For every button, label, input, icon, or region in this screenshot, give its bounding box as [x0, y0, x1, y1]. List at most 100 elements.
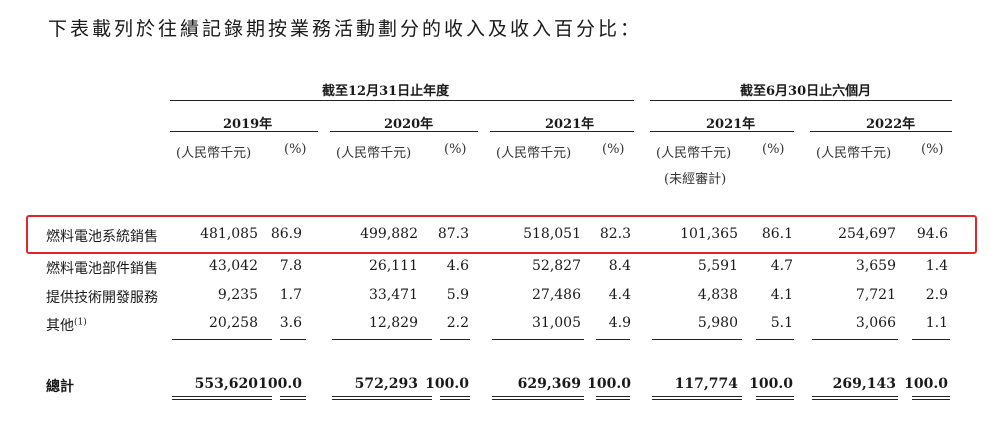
total-rule: [652, 399, 742, 400]
cell: 26,111: [369, 258, 418, 274]
total-rule: [812, 399, 898, 400]
subtotal-rule: [280, 339, 306, 340]
unit-pct-2021-h1: (%): [762, 142, 785, 157]
row-label: 其他(1): [46, 315, 87, 335]
cell: 86.1: [761, 226, 793, 242]
cell: 86.9: [270, 226, 302, 242]
total-cell: 100.0: [749, 376, 793, 392]
cell: 4.6: [446, 258, 469, 274]
total-rule: [280, 399, 306, 400]
cell: 4.1: [770, 287, 793, 303]
year-rule-2022-h1: [810, 131, 952, 132]
row-label-text: 其他: [46, 318, 74, 334]
cell: 20,258: [209, 315, 258, 331]
year-header-2021-h1: 2021年: [706, 117, 756, 132]
cell: 5.9: [446, 287, 469, 303]
cell: 87.3: [437, 226, 469, 242]
subtotal-rule: [172, 339, 272, 340]
row-label: 提供技術開發服務: [46, 290, 158, 306]
total-cell: 269,143: [832, 376, 896, 392]
total-rule: [492, 396, 584, 397]
subtotal-rule: [440, 339, 470, 340]
cell: 4.4: [608, 287, 631, 303]
cell: 3.6: [279, 315, 302, 331]
unit-rmb-2020: (人民幣千元): [336, 146, 412, 161]
cell: 5,591: [697, 258, 738, 274]
unit-rmb-2021: (人民幣千元): [496, 146, 572, 161]
group-header-six-month: 截至6月30日止六個月: [740, 84, 872, 99]
subtotal-rule: [756, 339, 794, 340]
cell: 27,486: [532, 287, 581, 303]
cell: 5.1: [770, 315, 793, 331]
cell: 254,697: [838, 226, 896, 242]
cell: 8.4: [608, 258, 631, 274]
total-cell: 100.0: [258, 376, 302, 392]
subtotal-rule: [652, 339, 742, 340]
cell: 4,838: [697, 287, 738, 303]
cell: 4.7: [770, 258, 793, 274]
total-rule: [332, 396, 432, 397]
total-rule: [596, 396, 630, 397]
subtotal-rule: [812, 339, 898, 340]
table-heading: 下表載列於往績記錄期按業務活動劃分的收入及收入百分比：: [48, 18, 643, 40]
row-label: 燃料電池部件銷售: [46, 261, 158, 277]
footnote-marker: (1): [74, 317, 87, 328]
total-rule: [280, 396, 306, 397]
total-rule: [492, 399, 584, 400]
total-cell: 553,620: [194, 376, 258, 392]
total-rule: [596, 399, 630, 400]
cell: 52,827: [532, 258, 581, 274]
cell: 12,829: [369, 315, 418, 331]
total-rule: [172, 399, 272, 400]
cell: 499,882: [360, 226, 418, 242]
total-rule: [172, 396, 272, 397]
total-rule: [440, 396, 470, 397]
unit-rmb-2021-h1: (人民幣千元): [656, 146, 732, 161]
subtotal-rule: [332, 339, 432, 340]
group-rule-annual: [170, 100, 634, 101]
cell: 101,365: [680, 226, 738, 242]
total-rule: [812, 396, 898, 397]
cell: 1.1: [925, 315, 948, 331]
cell: 9,235: [217, 287, 258, 303]
cell: 1.4: [925, 258, 948, 274]
year-header-2022-h1: 2022年: [866, 117, 916, 132]
row-label: 燃料電池系統銷售: [46, 229, 158, 245]
total-rule: [756, 396, 794, 397]
cell: 4.9: [608, 315, 631, 331]
total-cell: 117,774: [674, 376, 738, 392]
cell: 3,066: [855, 315, 896, 331]
cell: 5,980: [697, 315, 738, 331]
cell: 1.7: [279, 287, 302, 303]
unit-rmb-2022-h1: (人民幣千元): [816, 146, 892, 161]
unit-rmb-2019: (人民幣千元): [176, 146, 252, 161]
subtotal-rule: [596, 339, 630, 340]
year-header-2019: 2019年: [223, 117, 273, 132]
cell: 43,042: [209, 258, 258, 274]
cell: 2.2: [446, 315, 469, 331]
total-cell: 100.0: [587, 376, 631, 392]
cell: 7.8: [279, 258, 302, 274]
unaudited-note: (未經審計): [664, 172, 727, 187]
total-rule: [912, 399, 950, 400]
unit-pct-2019: (%): [284, 142, 307, 157]
total-label: 總計: [46, 379, 74, 395]
year-rule-2021-h1: [650, 131, 794, 132]
highlight-box: [26, 215, 977, 254]
subtotal-rule: [492, 339, 584, 340]
total-cell: 572,293: [354, 376, 418, 392]
total-cell: 629,369: [517, 376, 581, 392]
unit-pct-2021: (%): [602, 142, 625, 157]
total-cell: 100.0: [425, 376, 469, 392]
cell: 481,085: [200, 226, 258, 242]
subtotal-rule: [912, 339, 950, 340]
group-rule-six-month: [650, 100, 952, 101]
total-rule: [912, 396, 950, 397]
year-header-2021: 2021年: [545, 117, 595, 132]
cell: 33,471: [369, 287, 418, 303]
year-rule-2021: [490, 131, 634, 132]
unit-pct-2020: (%): [444, 142, 467, 157]
cell: 7,721: [855, 287, 896, 303]
cell: 82.3: [599, 226, 631, 242]
year-rule-2020: [330, 131, 478, 132]
